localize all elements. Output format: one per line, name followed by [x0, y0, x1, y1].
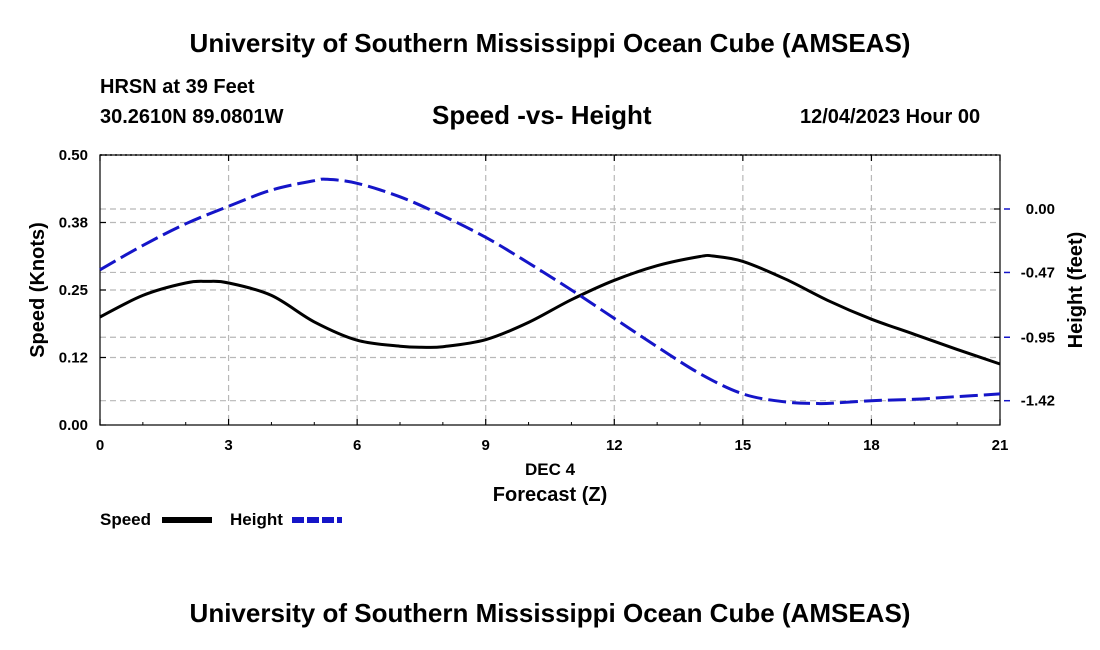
x-tick-label: 6: [353, 437, 361, 454]
legend-height-swatch: [292, 517, 342, 523]
axis-ticks: [99, 154, 1010, 426]
y2-tick-label: -1.42: [1021, 393, 1055, 410]
station-label: HRSN at 39 Feet: [100, 76, 255, 98]
grid: [100, 155, 1000, 425]
y-tick-label: 0.25: [59, 282, 88, 299]
chart-subtitle: Speed -vs- Height: [432, 100, 652, 130]
series: [99, 177, 1001, 406]
chart-title: University of Southern Mississippi Ocean…: [189, 28, 911, 58]
y2-axis-title: Height (feet): [1065, 232, 1087, 349]
legend-height-label: Height: [230, 510, 283, 529]
y2-tick-label: -0.47: [1021, 264, 1055, 281]
x-tick-label: 12: [606, 437, 623, 454]
x-tick-label: 21: [992, 437, 1009, 454]
x-tick-label: 0: [96, 437, 104, 454]
legend-speed-label: Speed: [100, 510, 152, 529]
speed-height-chart: 0 3 6 9 12 15 18 21 0.00 0.12 0.25 0.38 0.50 0.00 -0.4…: [27, 147, 1087, 506]
y-axis-title: Speed (Knots): [27, 222, 49, 358]
x-tick-label: 9: [482, 437, 490, 454]
x-tick-label: 15: [735, 437, 752, 454]
x-axis-title: Forecast (Z): [493, 484, 607, 506]
axis-labels: 0 3 6 9 12 15 18 21 0.00 0.12 0.25 0.38 0.50 0.00 -0.4…: [27, 147, 1087, 506]
x-tick-label: 18: [863, 437, 880, 454]
x-tick-label: 3: [224, 437, 232, 454]
series-line-speed: [99, 253, 1001, 366]
date-label: 12/04/2023 Hour 00: [800, 106, 981, 128]
legend-speed-swatch: [162, 517, 212, 523]
y2-tick-label: 0.00: [1026, 201, 1055, 218]
y-tick-label: 0.38: [59, 215, 88, 232]
location-label: 30.2610N 89.0801W: [100, 106, 284, 128]
y-tick-label: 0.00: [59, 417, 88, 434]
y-tick-label: 0.50: [59, 147, 88, 164]
y2-tick-label: -0.95: [1021, 329, 1055, 346]
x-axis-date: DEC 4: [525, 460, 576, 479]
footer-title: University of Southern Mississippi Ocean…: [189, 598, 911, 628]
y-tick-label: 0.12: [59, 350, 88, 367]
series-line-height: [99, 177, 1001, 406]
